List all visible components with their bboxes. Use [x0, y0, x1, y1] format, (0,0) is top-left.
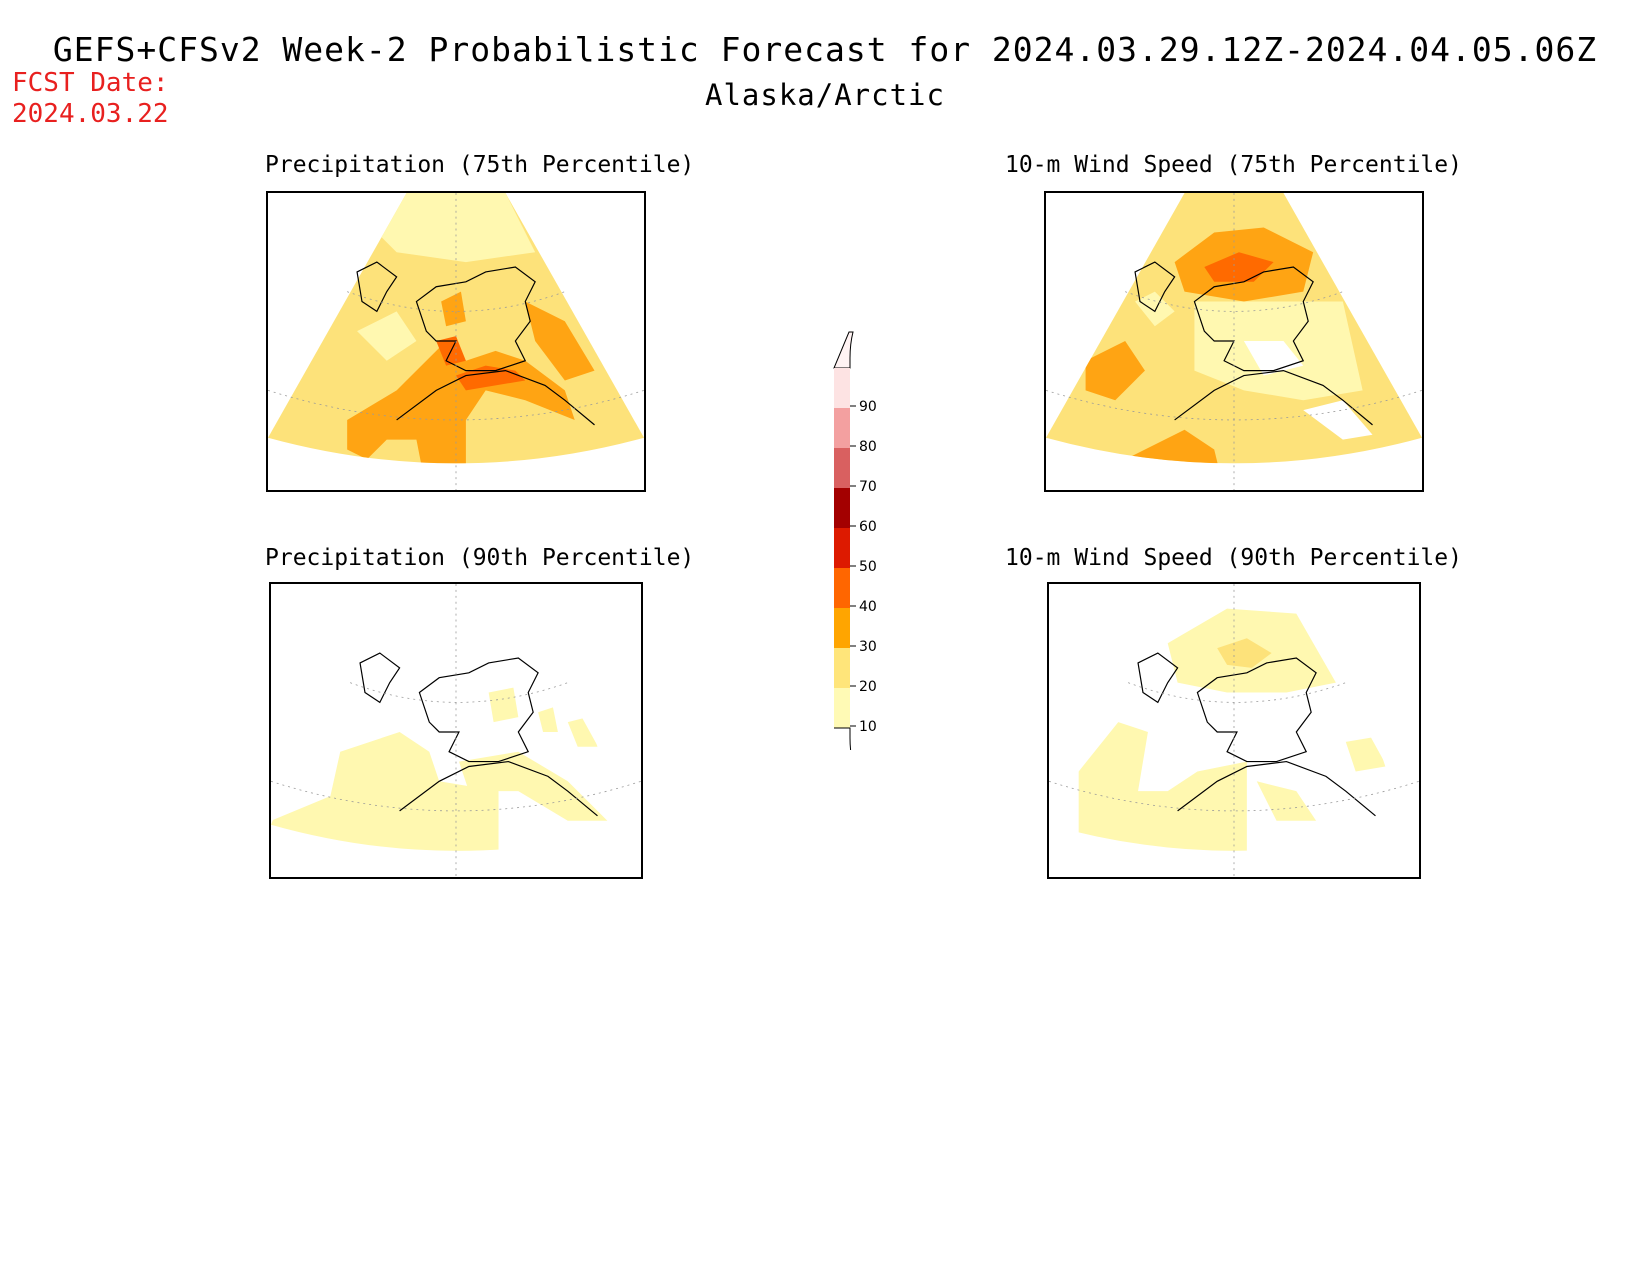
- map-wind-75: [1044, 191, 1424, 492]
- colorbar: 90 80 70 60 50 40 30 20 10: [820, 330, 910, 765]
- colorbar-tick-label: 20: [859, 679, 877, 695]
- map-precip-90: [269, 582, 643, 879]
- colorbar-tick-label: 40: [859, 599, 877, 615]
- colorbar-swatch: [834, 608, 850, 648]
- colorbar-swatch: [834, 528, 850, 568]
- colorbar-tick-label: 10: [859, 719, 877, 735]
- colorbar-swatch: [834, 648, 850, 688]
- forecast-date-block: FCST Date: 2024.03.22: [12, 68, 169, 130]
- main-title: GEFS+CFSv2 Week-2 Probabilistic Forecast…: [52, 30, 1598, 69]
- colorbar-tick-label: 50: [859, 559, 877, 575]
- panel-title-wind-75: 10-m Wind Speed (75th Percentile): [1005, 152, 1462, 178]
- panel-title-precip-90: Precipitation (90th Percentile): [265, 545, 695, 571]
- colorbar-swatch: [834, 448, 850, 488]
- colorbar-swatch: [834, 368, 850, 408]
- panel-title-precip-75: Precipitation (75th Percentile): [265, 152, 695, 178]
- colorbar-tick-label: 70: [859, 479, 877, 495]
- panel-title-wind-90: 10-m Wind Speed (90th Percentile): [1005, 545, 1462, 571]
- colorbar-tick-label: 90: [859, 399, 877, 415]
- region-subtitle: Alaska/Arctic: [705, 78, 945, 112]
- colorbar-swatch: [834, 688, 850, 728]
- colorbar-svg: 90 80 70 60 50 40 30 20 10: [833, 331, 877, 765]
- colorbar-swatch: [834, 568, 850, 608]
- map-wind-90: [1047, 582, 1421, 879]
- colorbar-swatch: [834, 488, 850, 528]
- colorbar-bottom-tip: [834, 727, 854, 765]
- colorbar-tick-label: 80: [859, 439, 877, 455]
- forecast-date-value: 2024.03.22: [12, 99, 169, 129]
- colorbar-top-tip: [833, 331, 854, 369]
- colorbar-tick-label: 30: [859, 639, 877, 655]
- forecast-date-label: FCST Date:: [12, 68, 169, 98]
- map-precip-75: [266, 191, 646, 492]
- colorbar-swatch: [834, 408, 850, 448]
- colorbar-tick-label: 60: [859, 519, 877, 535]
